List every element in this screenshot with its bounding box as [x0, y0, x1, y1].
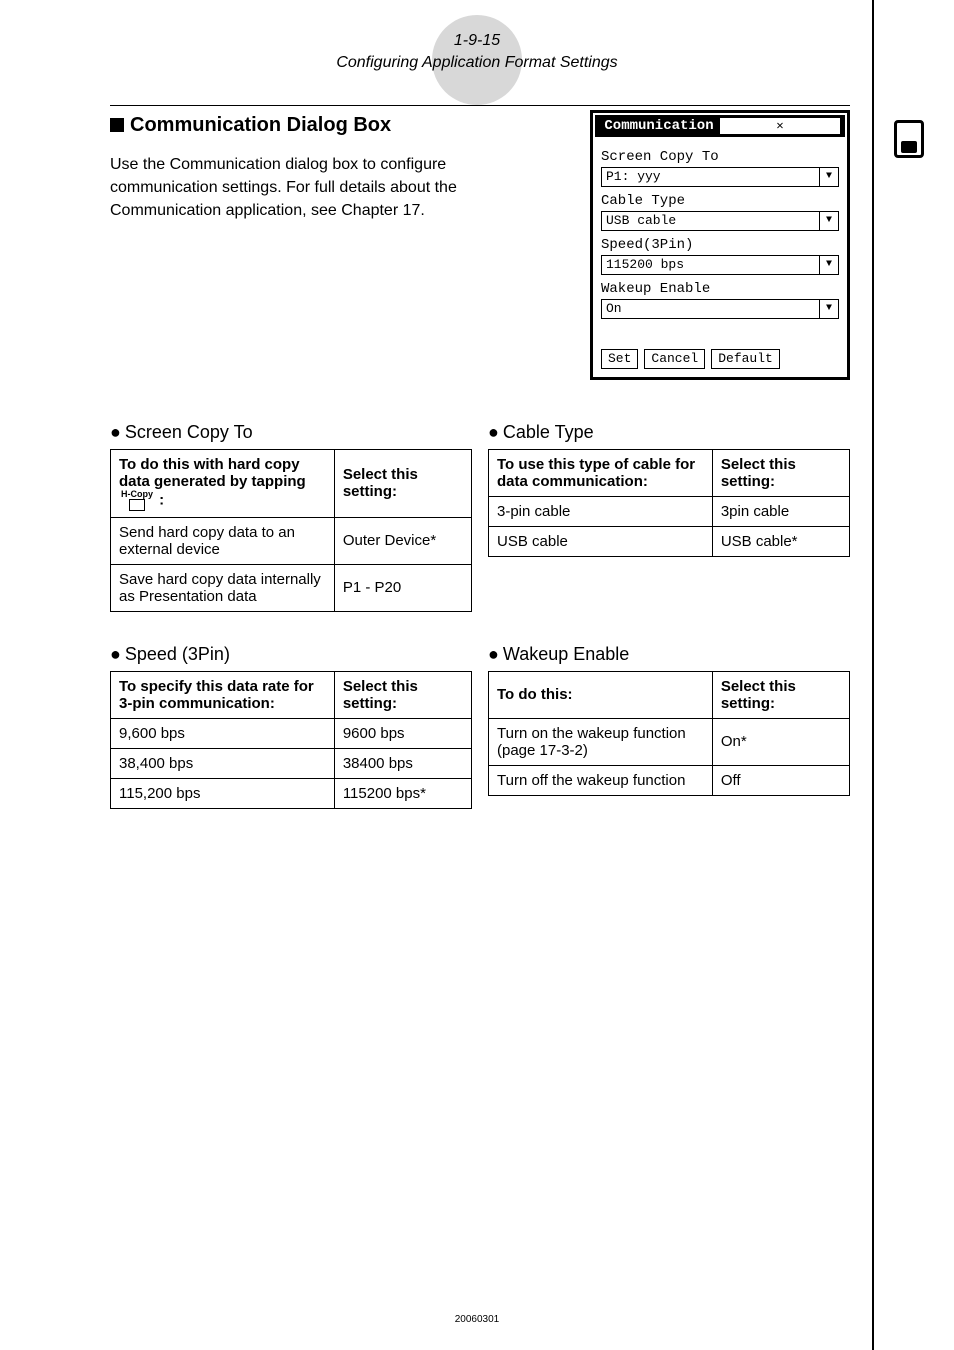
default-button[interactable]: Default	[711, 349, 780, 369]
cable-type-label: Cable Type	[601, 193, 839, 209]
speed-label: Speed(3Pin)	[601, 237, 839, 253]
section-subtitle: Configuring Application Format Settings	[50, 52, 904, 74]
table-header: To do this:	[489, 671, 713, 718]
chevron-down-icon[interactable]: ▼	[819, 168, 838, 186]
hcopy-icon: H-Copy	[121, 490, 153, 511]
cable-type-dropdown[interactable]: USB cable ▼	[601, 211, 839, 231]
speed-heading: ●Speed (3Pin)	[110, 644, 472, 665]
chevron-down-icon[interactable]: ▼	[819, 300, 838, 318]
square-bullet-icon	[110, 118, 124, 132]
table-header: Select this setting:	[712, 671, 849, 718]
dialog-title-text: Communication	[599, 118, 719, 134]
bullet-icon: ●	[488, 644, 499, 664]
cable-type-table: To use this type of cable for data commu…	[488, 449, 850, 557]
calculator-icon	[894, 120, 924, 158]
bullet-icon: ●	[110, 422, 121, 442]
table-row: 115,200 bps 115200 bps*	[111, 778, 472, 808]
page-right-border	[872, 0, 874, 1350]
table-row: Send hard copy data to an external devic…	[111, 517, 472, 564]
set-button[interactable]: Set	[601, 349, 638, 369]
table-header: To specify this data rate for 3-pin comm…	[111, 671, 335, 718]
table-row: Turn off the wakeup function Off	[489, 765, 850, 795]
intro-paragraph: Use the Communication dialog box to conf…	[110, 153, 480, 223]
wakeup-value: On	[602, 300, 819, 318]
table-header: Select this setting:	[334, 671, 471, 718]
table-header: To use this type of cable for data commu…	[489, 449, 713, 496]
wakeup-label: Wakeup Enable	[601, 281, 839, 297]
wakeup-heading: ●Wakeup Enable	[488, 644, 850, 665]
table-row: 38,400 bps 38400 bps	[111, 748, 472, 778]
screen-copy-label: Screen Copy To	[601, 149, 839, 165]
table-header: To do this with hard copy data generated…	[111, 449, 335, 517]
chevron-down-icon[interactable]: ▼	[819, 212, 838, 230]
screen-copy-heading: ●Screen Copy To	[110, 422, 472, 443]
cable-type-heading: ●Cable Type	[488, 422, 850, 443]
cancel-button[interactable]: Cancel	[644, 349, 705, 369]
dialog-titlebar: Communication ✕	[595, 115, 845, 137]
screen-copy-dropdown[interactable]: P1: yyy ▼	[601, 167, 839, 187]
bullet-icon: ●	[110, 644, 121, 664]
section-heading: Communication Dialog Box	[110, 114, 508, 137]
table-row: 3-pin cable 3pin cable	[489, 496, 850, 526]
heading-text: Communication Dialog Box	[130, 114, 391, 136]
cable-type-value: USB cable	[602, 212, 819, 230]
table-header: Select this setting:	[334, 449, 471, 517]
wakeup-table: To do this: Select this setting: Turn on…	[488, 671, 850, 796]
divider-line	[110, 105, 850, 106]
speed-table: To specify this data rate for 3-pin comm…	[110, 671, 472, 809]
screen-copy-value: P1: yyy	[602, 168, 819, 186]
table-row: USB cable USB cable*	[489, 526, 850, 556]
speed-value: 115200 bps	[602, 256, 819, 274]
table-row: Save hard copy data internally as Presen…	[111, 564, 472, 611]
table-header: Select this setting:	[712, 449, 849, 496]
close-icon[interactable]: ✕	[719, 117, 841, 135]
section-number: 1-9-15	[50, 30, 904, 52]
table-row: Turn on the wakeup function (page 17-3-2…	[489, 718, 850, 765]
screen-copy-table: To do this with hard copy data generated…	[110, 449, 472, 612]
chevron-down-icon[interactable]: ▼	[819, 256, 838, 274]
table-row: 9,600 bps 9600 bps	[111, 718, 472, 748]
speed-dropdown[interactable]: 115200 bps ▼	[601, 255, 839, 275]
wakeup-dropdown[interactable]: On ▼	[601, 299, 839, 319]
page-header: 1-9-15 Configuring Application Format Se…	[50, 30, 904, 75]
bullet-icon: ●	[488, 422, 499, 442]
communication-dialog: Communication ✕ Screen Copy To P1: yyy ▼…	[590, 110, 850, 380]
footer-date: 20060301	[455, 1314, 500, 1325]
